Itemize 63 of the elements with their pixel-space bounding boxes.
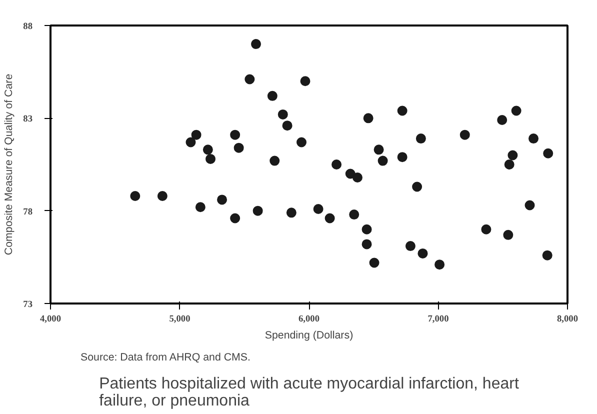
y-tick-label: 83 [23,114,33,125]
point [481,224,492,234]
point [157,191,168,201]
point [130,191,140,201]
y-axis-title: Composite Measure of Quality of Care [3,74,16,256]
point [186,137,196,148]
point [508,150,518,160]
y-tick-label: 88 [23,22,33,32]
point [270,156,280,166]
point [286,208,296,218]
point [504,160,514,170]
point [543,148,554,158]
point [362,239,372,250]
point [206,154,216,164]
point [332,160,342,170]
point [362,224,372,234]
point [378,156,388,166]
point [511,106,522,116]
point [313,204,324,214]
x-tick-label: 4,000 [40,314,62,324]
point [230,213,240,224]
x-tick-label: 8,000 [557,314,578,324]
point [528,134,539,144]
point [369,258,380,268]
point [374,144,384,155]
point [191,130,202,140]
point [397,152,408,162]
x-tick-label: 7,000 [428,314,450,324]
point [234,142,244,153]
point [418,248,428,258]
point [195,202,206,212]
point [412,182,422,192]
point [282,120,292,131]
point [503,230,514,240]
point [416,134,426,144]
point [397,106,408,116]
point [349,210,360,220]
source-note: Source: Data from AHRQ and CMS. [80,352,250,364]
point [244,74,255,84]
point [524,200,535,210]
point [434,260,445,270]
point [202,144,213,155]
y-tick-label: 73 [23,300,33,310]
point [300,76,310,86]
point [230,130,240,140]
y-tick-label: 78 [23,207,33,218]
point [252,206,263,216]
point [296,137,307,148]
x-axis-title: Spending (Dollars) [264,330,354,342]
point [405,241,416,252]
point [278,109,288,120]
point [251,39,262,50]
point [217,194,228,205]
point [460,130,470,140]
x-tick-label: 5,000 [169,314,191,324]
x-tick-label: 6,000 [298,314,320,324]
point [352,172,362,182]
point [324,213,335,224]
point [267,90,278,101]
point [497,115,508,126]
point [363,113,374,124]
point [542,250,552,260]
text: Patients hospitalized with acute myocardial infarction, heart failure, or pneumonia [99,376,520,410]
